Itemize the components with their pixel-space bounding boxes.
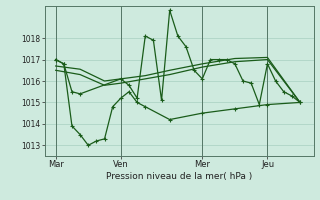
X-axis label: Pression niveau de la mer( hPa ): Pression niveau de la mer( hPa )	[106, 172, 252, 181]
